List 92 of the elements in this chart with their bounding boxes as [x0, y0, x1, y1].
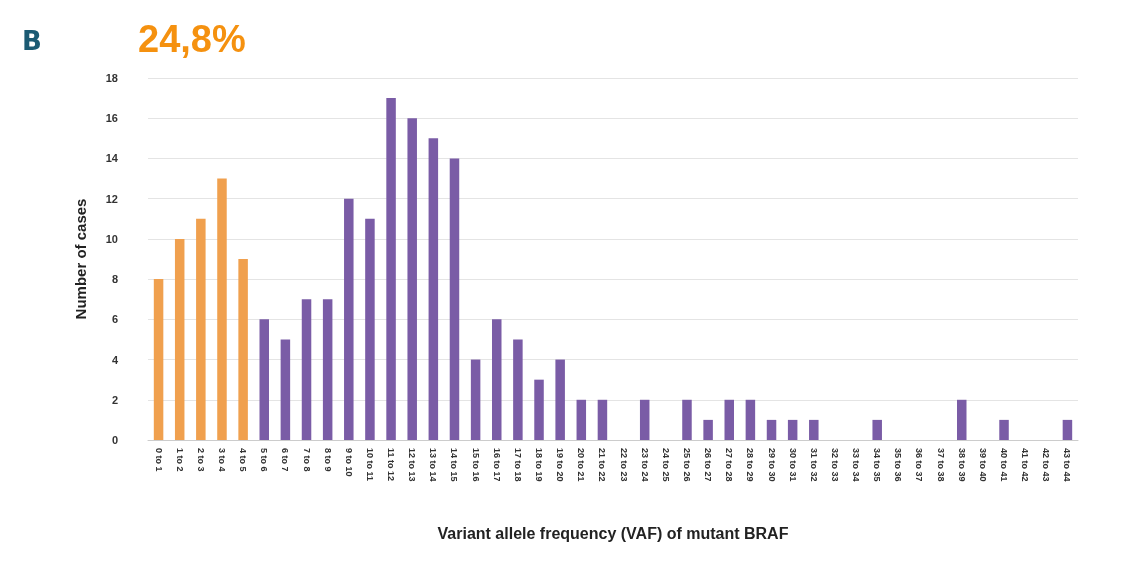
x-tick-label: 29 to 30: [766, 448, 777, 482]
y-tick-label: 0: [111, 434, 118, 446]
x-tick-label: 22 to 23: [618, 448, 629, 482]
bar: [787, 419, 798, 440]
bar: [301, 299, 312, 440]
x-tick-label: 14 to 15: [449, 448, 460, 482]
bar: [809, 419, 819, 440]
y-tick-label: 12: [105, 192, 118, 205]
x-tick-label: 6 to 7: [280, 448, 291, 472]
y-tick-label: 18: [105, 72, 118, 84]
bar: [386, 98, 396, 440]
bar: [534, 379, 544, 440]
y-tick-label: 8: [111, 273, 118, 286]
x-tick-label: 41 to 42: [1020, 448, 1031, 482]
y-tick-label: 16: [105, 112, 118, 125]
x-tick-label: 12 to 13: [407, 448, 418, 482]
bar: [555, 359, 565, 440]
x-tick-label: 43 to 44: [1062, 448, 1073, 482]
x-axis-title: Variant allele frequency (VAF) of mutant BRAF: [437, 524, 789, 542]
bar: [639, 399, 650, 440]
x-tick-label: 5 to 6: [259, 448, 270, 472]
bar: [217, 178, 227, 440]
x-tick-label: 39 to 40: [977, 448, 988, 482]
y-tick-label: 6: [111, 313, 118, 326]
x-tick-label: 10 to 11: [364, 448, 375, 482]
x-tick-label: 37 to 38: [935, 448, 946, 482]
bar: [703, 419, 713, 440]
x-tick-label: 18 to 19: [534, 448, 545, 482]
text: B: [22, 26, 42, 56]
x-tick-label: 20 to 21: [576, 448, 587, 482]
y-tick-label: 4: [111, 353, 119, 366]
bar: [407, 118, 417, 440]
x-tick-label: 32 to 33: [829, 448, 840, 482]
bar: [491, 319, 502, 440]
y-tick-label: 2: [111, 393, 118, 406]
x-tick-label: 38 to 39: [956, 448, 967, 482]
x-tick-label: 30 to 31: [787, 448, 798, 482]
bar: [513, 339, 523, 440]
x-tick-label: 31 to 32: [808, 448, 819, 482]
bar: [745, 399, 756, 440]
x-tick-label: 33 to 34: [851, 448, 862, 482]
x-tick-label: 21 to 22: [597, 448, 608, 482]
x-tick-label: 0 to 1: [153, 448, 164, 472]
x-tick-label: 15 to 16: [470, 448, 481, 482]
bar: [724, 399, 735, 440]
y-tick-label: 10: [105, 232, 118, 245]
bar: [174, 238, 185, 440]
x-tick-label: 26 to 27: [703, 448, 714, 482]
x-tick-label: 40 to 41: [999, 448, 1010, 482]
bar: [280, 339, 291, 440]
x-tick-label: 19 to 20: [555, 448, 566, 482]
y-tick-label: 14: [105, 152, 119, 165]
x-tick-label: 9 to 10: [343, 448, 354, 477]
bar: [428, 138, 439, 440]
y-axis-title: Number of cases: [72, 198, 89, 320]
bar: [576, 399, 587, 440]
x-tick-label: 24 to 25: [660, 448, 671, 482]
x-tick-label: 36 to 37: [914, 448, 925, 482]
x-tick-label: 25 to 26: [681, 448, 692, 482]
bar: [322, 299, 333, 440]
bar: [956, 399, 967, 440]
x-tick-label: 13 to 14: [428, 448, 439, 482]
x-tick-label: 35 to 36: [893, 448, 904, 482]
x-tick-label: 2 to 3: [195, 448, 206, 472]
bar: [1062, 419, 1073, 440]
bar: [682, 399, 692, 440]
x-tick-label: 3 to 4: [216, 448, 227, 472]
bar: [259, 319, 270, 440]
x-tick-label: 16 to 17: [491, 448, 502, 482]
x-tick-label: 27 to 28: [724, 448, 735, 482]
bar: [449, 158, 460, 440]
x-tick-label: 4 to 5: [238, 448, 249, 472]
bar: [597, 399, 608, 440]
x-tick-label: 34 to 35: [872, 448, 883, 482]
bar: [365, 218, 375, 440]
x-tick-label: 23 to 24: [639, 448, 650, 482]
x-tick-label: 7 to 8: [301, 448, 312, 472]
bar: [344, 198, 354, 440]
bar: [766, 419, 777, 440]
bar: [999, 419, 1009, 440]
bar: [196, 218, 206, 440]
x-tick-label: 42 to 43: [1041, 448, 1052, 482]
x-tick-label: 28 to 29: [745, 448, 756, 482]
x-tick-label: 17 to 18: [512, 448, 523, 482]
bar: [470, 359, 481, 440]
x-tick-label: 11 to 12: [386, 448, 397, 482]
x-tick-label: 8 to 9: [322, 448, 333, 472]
bar: [238, 259, 248, 440]
text: 24,8%: [138, 18, 246, 60]
x-tick-label: 1 to 2: [174, 448, 185, 472]
bar: [872, 419, 882, 440]
bar: [153, 279, 164, 440]
